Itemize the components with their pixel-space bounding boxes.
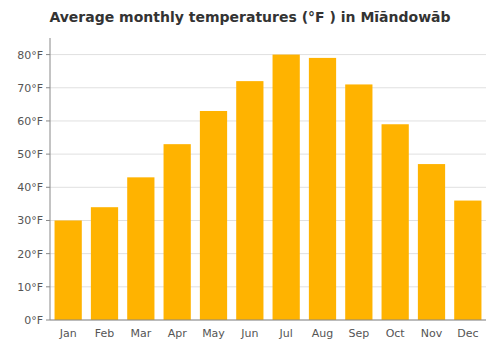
grid: [50, 55, 486, 320]
y-tick-label: 80°F: [17, 49, 43, 62]
x-ticks: Jan Feb Mar Apr May Jun Jul Aug Sep Oct Nov Dec: [59, 327, 479, 340]
x-tick-label: Jan: [59, 327, 77, 340]
y-tick-label: 60°F: [17, 115, 43, 128]
grid-line: [50, 320, 486, 321]
bar: [418, 164, 445, 320]
bar: [55, 220, 82, 320]
y-tick: [46, 154, 50, 155]
bar: [309, 58, 336, 320]
x-tick-label: Jun: [240, 327, 258, 340]
bar: [200, 111, 227, 320]
x-tick-label: Jul: [279, 327, 293, 340]
bar: [382, 124, 409, 320]
x-tick-label: Mar: [130, 327, 151, 340]
bars: [55, 55, 482, 320]
bar: [91, 207, 118, 320]
x-tick-label: May: [202, 327, 225, 340]
y-tick-label: 30°F: [17, 214, 43, 227]
grid-line: [50, 54, 486, 55]
y-tick-label: 70°F: [17, 82, 43, 95]
y-tick: [46, 87, 50, 88]
bar: [345, 84, 372, 320]
x-tick-label: Aug: [312, 327, 333, 340]
y-tick: [46, 320, 50, 321]
y-tick-label: 50°F: [17, 148, 43, 161]
y-tick-label: 10°F: [17, 281, 43, 294]
x-tick-label: Dec: [457, 327, 478, 340]
chart-title: Average monthly temperatures (°F ) in Mī…: [49, 9, 450, 25]
y-axis-line: [50, 38, 51, 320]
y-tick: [46, 286, 50, 287]
bar: [127, 177, 154, 320]
y-tick: [46, 120, 50, 121]
y-tick-label: 40°F: [17, 181, 43, 194]
x-tick-label: Nov: [421, 327, 443, 340]
y-tick: [46, 187, 50, 188]
bar: [164, 144, 191, 320]
x-tick-label: Apr: [168, 327, 188, 340]
y-tick: [46, 253, 50, 254]
bar: [236, 81, 263, 320]
x-tick-label: Feb: [95, 327, 114, 340]
chart-container: Average monthly temperatures (°F ) in Mī…: [0, 0, 500, 350]
y-tick-label: 20°F: [17, 248, 43, 261]
y-tick: [46, 54, 50, 55]
grid-line: [50, 120, 486, 121]
y-tick-label: 0°F: [24, 314, 43, 327]
bar: [454, 201, 481, 320]
x-tick-label: Sep: [348, 327, 369, 340]
y-ticks: 0°F 10°F 20°F 30°F 40°F 50°F 60°F 70°F 80°F: [17, 49, 50, 327]
x-tick-label: Oct: [386, 327, 406, 340]
grid-line: [50, 87, 486, 88]
bar: [273, 55, 300, 320]
chart-svg: Average monthly temperatures (°F ) in Mī…: [0, 0, 500, 350]
x-axis-line: [50, 320, 486, 321]
y-tick: [46, 220, 50, 221]
grid-line: [50, 154, 486, 155]
